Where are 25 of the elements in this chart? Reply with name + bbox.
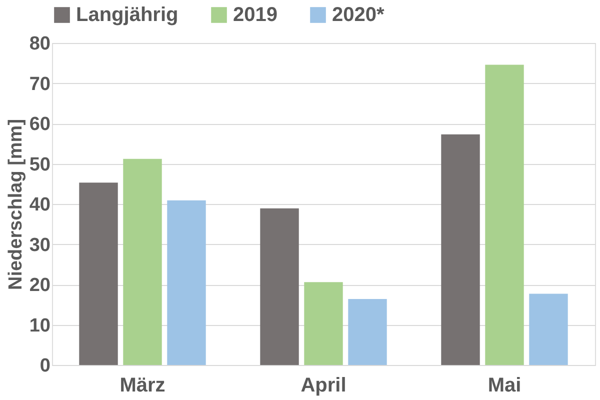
bar (260, 208, 299, 365)
y-tick-label: 80 (29, 34, 50, 54)
legend-label: Langjährig (76, 4, 178, 26)
bar (441, 134, 480, 365)
legend-label: 2020* (332, 4, 384, 26)
y-tick-label: 0 (40, 356, 50, 376)
bar (167, 200, 206, 365)
x-tick-label: März (120, 374, 166, 396)
y-tick-label: 40 (29, 194, 50, 216)
bar (79, 182, 118, 365)
bar (485, 64, 524, 365)
y-tick-label: 20 (29, 275, 50, 296)
legend-label: 2019 (233, 4, 278, 26)
bar (348, 298, 387, 365)
y-axis-title: Niederschlag [mm] (5, 118, 26, 290)
x-tick-label: Mai (488, 374, 522, 396)
y-tick-label: 30 (29, 234, 50, 256)
y-tick-label: 60 (29, 114, 50, 135)
y-tick-label: 50 (29, 154, 50, 176)
y-tick-label: 70 (29, 74, 50, 95)
bar (123, 158, 162, 365)
bar (304, 282, 343, 365)
bar (529, 294, 568, 365)
y-tick-label: 10 (29, 315, 50, 336)
x-tick-label: April (300, 374, 346, 396)
